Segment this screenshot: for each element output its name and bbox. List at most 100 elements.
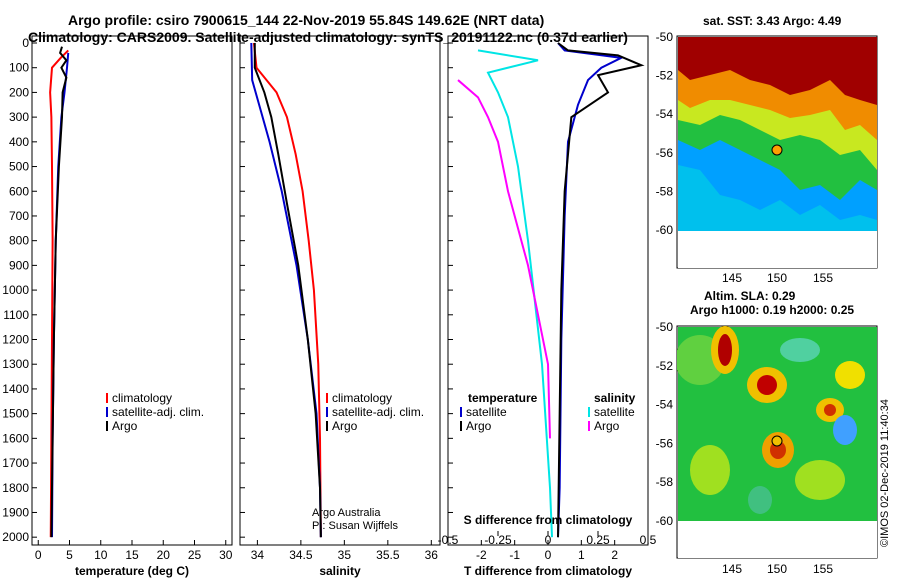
sst-map: sat. SST: 3.43 Argo: 4.49 -50-52-54-56-5… [656,14,878,285]
lat-tick-label: -50 [656,320,674,334]
lat-tick-label: -60 [656,514,674,528]
panel-temperature: 0 5 10 15 20 25 30 temperature (deg C) 0 100 200 30… [2,36,232,578]
x-tick-label: 2 [611,548,618,562]
y-tick-label: 1500 [2,407,29,421]
sla-patch [835,361,865,389]
y-tick-label: 1800 [2,481,29,495]
lat-tick-label: -58 [656,475,674,489]
legend-label: satellite [594,405,635,419]
sla-map: Altim. SLA: 0.29 Argo h1000: 0.19 h2000:… [656,289,878,576]
lat-tick-label: -52 [656,359,674,373]
legend-swatch [588,421,590,431]
y-tick-label: 1100 [3,308,29,322]
x-tick-label: 34 [251,548,265,562]
sst-very-hot-band [678,37,877,105]
credit-line: PI: Susan Wijffels [312,520,398,532]
y-tick-label: 1900 [2,505,29,519]
y-tick-label: 1000 [2,283,29,297]
lat-tick-label: -54 [656,107,674,121]
footer-stamp: ©IMOS 02-Dec-2019 11:40:34 [879,399,891,547]
x-axis-label: salinity [319,564,361,578]
y-tick-label: 1400 [2,382,29,396]
legend-swatch [326,421,328,431]
s-diff-tick-label: -0.25 [484,533,512,547]
sla-argo-marker [771,435,783,447]
panel-difference: -2 -1 0 1 2 T difference from climatology temp… [438,42,657,578]
sst-map-title: sat. SST: 3.43 Argo: 4.49 [703,14,842,28]
x-tick-label: -2 [476,548,487,562]
sla-low-patch [833,415,857,445]
sla-patch [795,460,845,500]
sst-argo-marker [771,144,783,156]
panel-salinity: 34 34.5 35 35.5 36 salinity climatologysatelli… [240,42,439,578]
sla-patch [690,445,730,495]
series-line-argo [253,43,322,538]
figure-title-line2: Climatology: CARS2009. Satellite-adjuste… [28,29,628,45]
s-diff-axis-label: S difference from climatology [464,513,633,527]
x-tick-label: -1 [509,548,520,562]
lat-tick-label: -54 [656,398,674,412]
credit-line: Argo Australia [312,507,381,519]
lat-tick-label: -56 [656,436,674,450]
legend-swatch [460,407,462,417]
y-tick-label: 400 [9,135,29,149]
lon-tick-label: 150 [767,562,787,576]
s-diff-tick-label: 0.25 [586,533,610,547]
sla-patch [748,486,772,514]
s-diff-tick-label: 0.5 [640,533,657,547]
x-tick-label: 35.5 [376,548,400,562]
legend-label: salinity [594,391,636,405]
x-tick-label: 36 [425,548,439,562]
x-tick-label: 34.5 [289,548,313,562]
y-tick-label: 300 [9,110,29,124]
sst-cyan-band [678,165,877,231]
y-tick-label: 1700 [2,456,29,470]
legend-label: Argo [594,419,620,433]
legend-swatch [106,421,108,431]
lon-tick-label: 145 [722,271,742,285]
legend-swatch [460,421,462,431]
legend-label: climatology [332,391,392,405]
series-line-climatology [49,49,69,538]
legend-label: temperature [468,391,538,405]
series-line-satellite [477,49,553,538]
x-axis-label: temperature (deg C) [75,564,189,578]
y-tick-label: 700 [9,209,29,223]
y-tick-label: 100 [9,61,29,75]
x-tick-label: 1 [578,548,585,562]
legend-swatch [588,407,590,417]
y-tick-label: 1600 [2,431,29,445]
sla-high-patch [718,334,732,366]
lon-tick-label: 145 [722,562,742,576]
x-tick-label: 30 [219,548,233,562]
x-tick-label: 35 [338,548,352,562]
y-tick-label: 2000 [2,530,29,544]
s-diff-tick-label: -0.5 [438,533,459,547]
series-line-argo [557,42,645,538]
legend-label: climatology [112,391,172,405]
lat-tick-label: -60 [656,223,674,237]
legend-label: Argo [466,419,492,433]
series-line-argo [457,79,551,439]
y-tick-label: 500 [9,160,29,174]
sst-nodata [678,231,877,268]
legend-swatch [106,407,108,417]
sla-high-patch [757,375,777,395]
legend-label: satellite-adj. clim. [332,405,424,419]
x-tick-label: 20 [157,548,171,562]
x-tick-label: 25 [188,548,202,562]
y-tick-label: 1200 [2,333,29,347]
series-line-satellite [557,42,625,538]
x-tick-label: 10 [94,548,108,562]
y-tick-label: 600 [9,184,29,198]
x-tick-label: 0 [545,548,552,562]
lon-tick-label: 155 [813,271,833,285]
y-tick-label: 900 [9,258,29,272]
lon-tick-label: 150 [767,271,787,285]
legend-label: satellite-adj. clim. [112,405,204,419]
y-tick-label: 0 [22,36,29,50]
sla-map-ticks: -50 -52 -54 -56 -58 -60 145 150 155 [656,320,834,576]
lat-tick-label: -50 [656,30,674,44]
